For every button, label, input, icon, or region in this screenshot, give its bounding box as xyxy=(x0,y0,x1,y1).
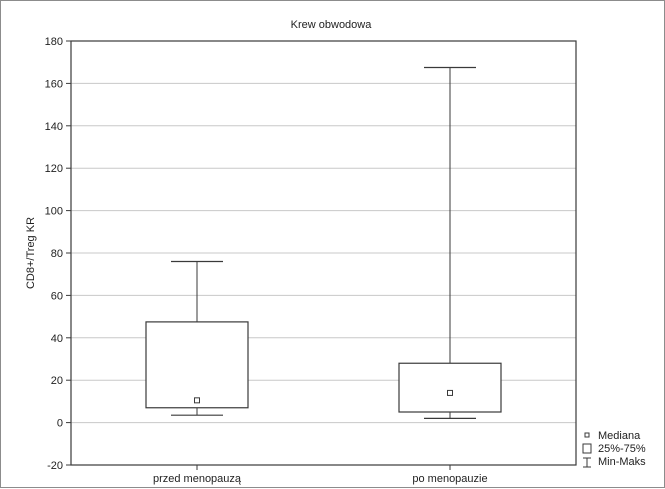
median-marker xyxy=(447,389,453,396)
legend-label-whisker: Min-Maks xyxy=(598,456,646,468)
y-tick-label: 180 xyxy=(45,36,63,48)
y-tick-label: 100 xyxy=(45,206,63,218)
x-tick-label: przed menopauzą xyxy=(153,473,242,485)
legend-label-median: Mediana xyxy=(598,430,641,442)
y-tick-label: 80 xyxy=(51,248,63,260)
legend: Mediana 25%-75% Min-Maks xyxy=(582,430,646,468)
y-axis-ticks: -20 0 20 40 60 80 100 120 140 160 180 xyxy=(45,36,71,472)
chart-title: Krew obwodowa xyxy=(291,19,373,31)
y-tick-label: 120 xyxy=(45,163,63,175)
y-tick-label: -20 xyxy=(47,460,63,472)
y-axis-label: CD8+/Treg KR xyxy=(25,217,37,289)
box-group-1 xyxy=(145,260,249,416)
boxes xyxy=(145,66,502,419)
y-tick-label: 0 xyxy=(57,418,63,430)
y-tick-label: 40 xyxy=(51,333,63,345)
legend-label-box: 25%-75% xyxy=(598,443,646,455)
y-tick-label: 160 xyxy=(45,78,63,90)
y-tick-label: 20 xyxy=(51,375,63,387)
box-group-2 xyxy=(398,66,502,419)
iqr-box xyxy=(398,362,502,413)
plot-area-border xyxy=(70,40,577,466)
y-tick-label: 60 xyxy=(51,290,63,302)
x-axis-ticks: przed menopauzą po menopauzie xyxy=(153,465,488,485)
iqr-box xyxy=(145,321,249,409)
median-marker xyxy=(194,397,200,404)
legend-box-symbol xyxy=(582,443,592,454)
x-tick-label: po menopauzie xyxy=(412,473,487,485)
y-tick-label: 140 xyxy=(45,121,63,133)
legend-median-symbol xyxy=(584,432,590,438)
